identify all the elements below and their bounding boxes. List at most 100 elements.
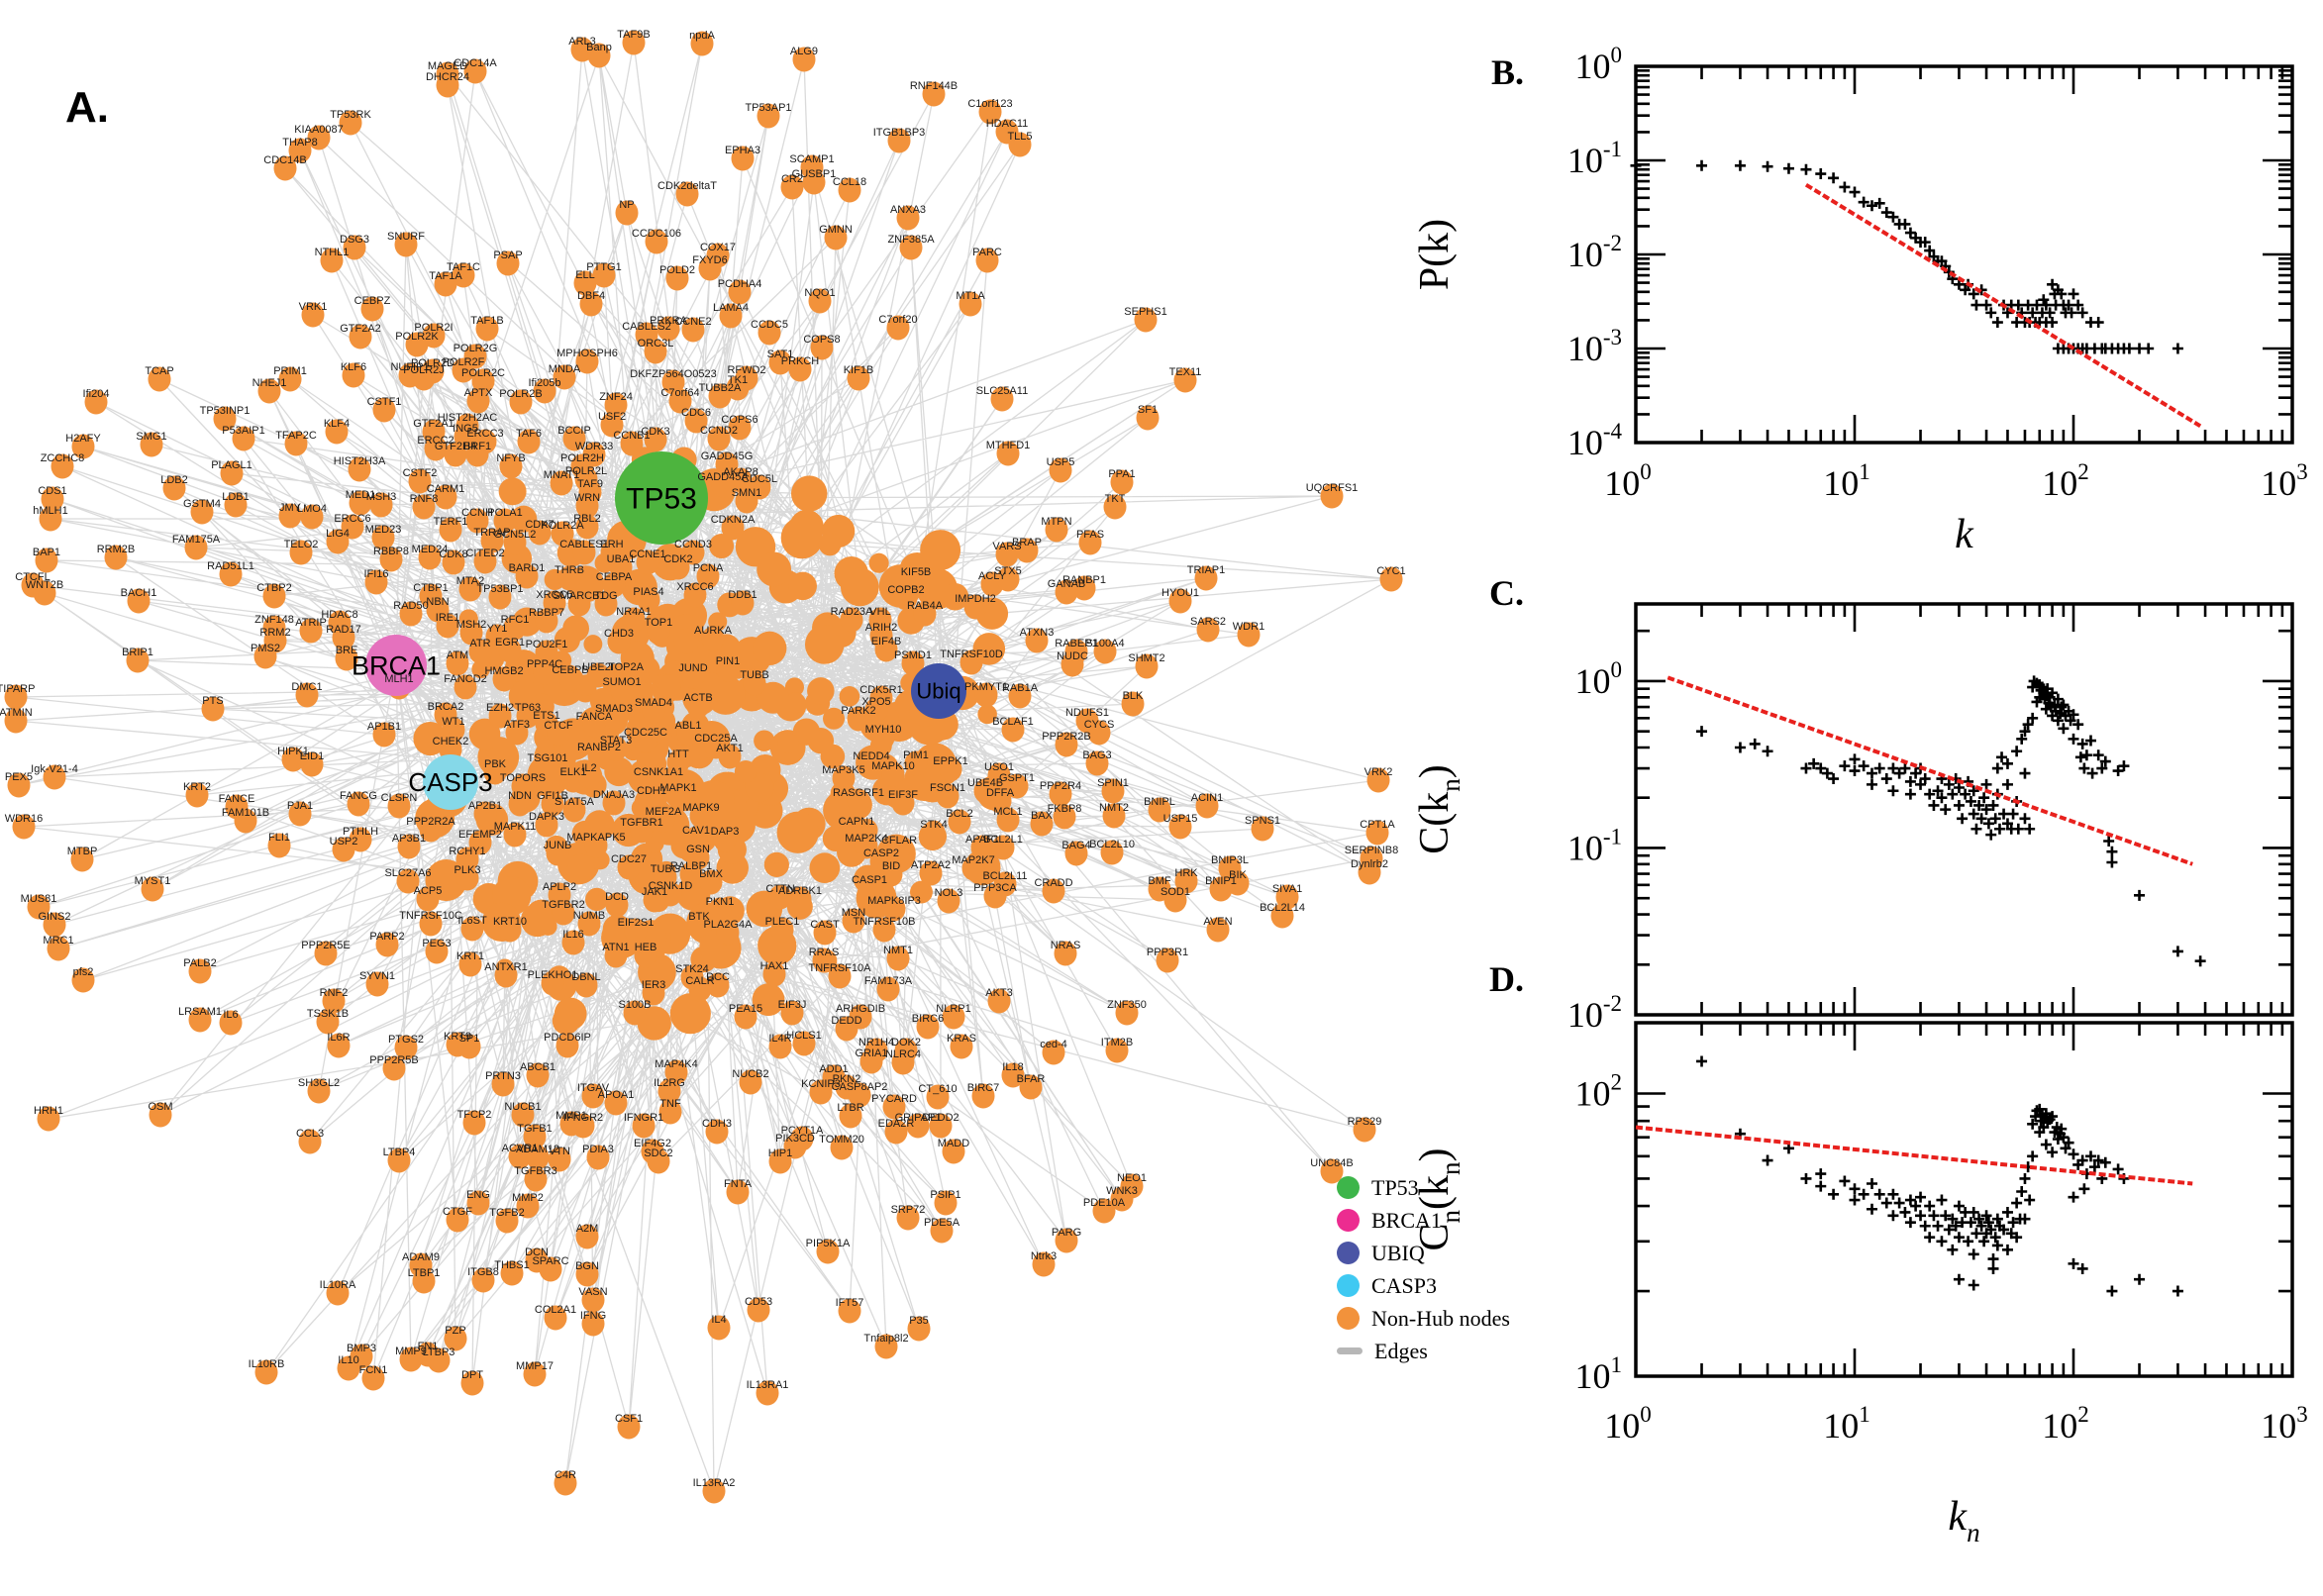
network-node bbox=[544, 1305, 567, 1331]
network-node bbox=[1320, 1158, 1344, 1184]
network-node bbox=[871, 725, 895, 750]
network-node-label: POLR2I bbox=[414, 322, 453, 334]
network-node-label: HDAC8 bbox=[321, 609, 357, 621]
network-node bbox=[579, 291, 603, 317]
network-node-label: POLR2L bbox=[565, 465, 607, 477]
network-node-label: BNIP1 bbox=[1205, 875, 1237, 887]
hub-node-brca1 bbox=[365, 635, 427, 696]
network-node bbox=[1275, 884, 1299, 910]
network-node bbox=[1237, 622, 1261, 648]
network-node-label: STK24 bbox=[675, 963, 709, 975]
network-node bbox=[349, 490, 372, 516]
network-node-label: APLP2 bbox=[543, 881, 576, 893]
network-node-label: NUCB2 bbox=[732, 1068, 768, 1080]
network-node-label: USO1 bbox=[984, 761, 1014, 773]
network-node-label: MAP4K4 bbox=[655, 1058, 697, 1070]
network-node bbox=[33, 580, 56, 606]
network-node-label: ACVR1 bbox=[502, 1143, 539, 1154]
network-node-label: NRAS bbox=[1051, 940, 1081, 951]
network-node-label: SPIN1 bbox=[1097, 777, 1129, 789]
network-node-label: LTBP1 bbox=[408, 1267, 441, 1279]
network-node bbox=[541, 970, 564, 996]
network-node bbox=[602, 572, 626, 598]
network-node bbox=[913, 601, 937, 627]
network-node bbox=[887, 836, 911, 861]
network-node bbox=[281, 747, 305, 772]
network-node bbox=[1121, 691, 1145, 717]
data-points bbox=[1630, 159, 2183, 354]
network-node-label: RBBP8 bbox=[373, 546, 409, 557]
network-node bbox=[847, 706, 870, 732]
panel-a-label: A. bbox=[65, 83, 109, 132]
network-node-label: USP15 bbox=[1163, 813, 1198, 825]
axis-ticks bbox=[1634, 64, 2294, 445]
network-node-label: TGFBR1 bbox=[620, 817, 662, 829]
network-node-label: BRAP bbox=[1012, 537, 1042, 549]
network-core-node bbox=[977, 704, 997, 725]
network-node bbox=[572, 540, 596, 565]
network-node bbox=[201, 696, 225, 722]
network-node-label: TLL5 bbox=[1007, 131, 1032, 143]
network-node bbox=[884, 1119, 908, 1145]
network-node bbox=[257, 378, 281, 404]
network-node bbox=[661, 369, 685, 395]
network-node-label: TUBG bbox=[651, 863, 681, 875]
network-node-label: NEDD4 bbox=[853, 750, 889, 762]
network-node-label: MSN bbox=[842, 907, 866, 919]
network-node bbox=[586, 662, 610, 688]
network-node bbox=[1320, 483, 1344, 509]
network-core-node bbox=[804, 625, 845, 664]
network-node bbox=[71, 434, 95, 459]
network-node-label: ELL bbox=[575, 269, 595, 281]
network-node bbox=[552, 900, 575, 926]
legend-item-ubiq: UBIQ bbox=[1337, 1237, 1545, 1269]
network-node-label: CTGF bbox=[443, 1206, 472, 1218]
network-node-label: SMARCB1 bbox=[553, 590, 605, 602]
network-node bbox=[975, 248, 999, 273]
network-node-label: RFWD2 bbox=[727, 364, 765, 376]
network-node bbox=[934, 1190, 958, 1216]
network-node-label: RALBP1 bbox=[670, 860, 712, 872]
network-node-label: ADAM12 bbox=[516, 1144, 559, 1155]
network-node-label: CYCS bbox=[1084, 719, 1115, 731]
network-node bbox=[418, 545, 442, 570]
network-node-label: COPS8 bbox=[803, 334, 840, 346]
network-node-label: TGFB2 bbox=[489, 1207, 524, 1219]
network-node-label: TP53BP1 bbox=[476, 583, 523, 595]
network-node bbox=[948, 809, 971, 835]
network-node bbox=[617, 1414, 641, 1440]
network-node-label: GRIPAP1 bbox=[895, 1112, 942, 1124]
network-core-node bbox=[763, 851, 789, 877]
network-node-label: BAG4 bbox=[1061, 840, 1090, 851]
network-node bbox=[780, 1000, 804, 1026]
network-node-label: CSTF2 bbox=[403, 467, 438, 479]
network-node-label: MRC1 bbox=[43, 935, 73, 947]
network-node-label: CASP2 bbox=[863, 848, 899, 859]
network-node-label: RPS29 bbox=[1348, 1116, 1382, 1128]
network-node bbox=[416, 1342, 440, 1367]
network-node bbox=[792, 47, 816, 72]
network-node bbox=[876, 976, 900, 1002]
network-core-node bbox=[941, 582, 969, 611]
network-node bbox=[27, 894, 50, 920]
network-node-label: TGFBR3 bbox=[514, 1165, 556, 1177]
chart-c: 100 10-1 10-2 C(kn) bbox=[1412, 602, 2294, 1035]
network-node bbox=[496, 250, 520, 276]
network-node-label: RAD23A bbox=[831, 606, 873, 618]
network-node bbox=[762, 961, 786, 987]
network-node-label: EPPK1 bbox=[933, 755, 967, 767]
network-node-label: JMY bbox=[279, 502, 302, 514]
network-node bbox=[405, 332, 429, 357]
network-node-label: TIPARP bbox=[0, 683, 35, 695]
network-node bbox=[581, 1083, 605, 1109]
network-node bbox=[234, 808, 257, 834]
network-node-label: TP53AP1 bbox=[745, 102, 791, 114]
network-node bbox=[644, 427, 667, 452]
network-core-node bbox=[471, 659, 490, 679]
network-node-label: MAP2K7 bbox=[952, 854, 994, 866]
network-node bbox=[4, 684, 28, 710]
network-node-label: YY1 bbox=[487, 623, 508, 635]
network-node bbox=[213, 406, 237, 432]
